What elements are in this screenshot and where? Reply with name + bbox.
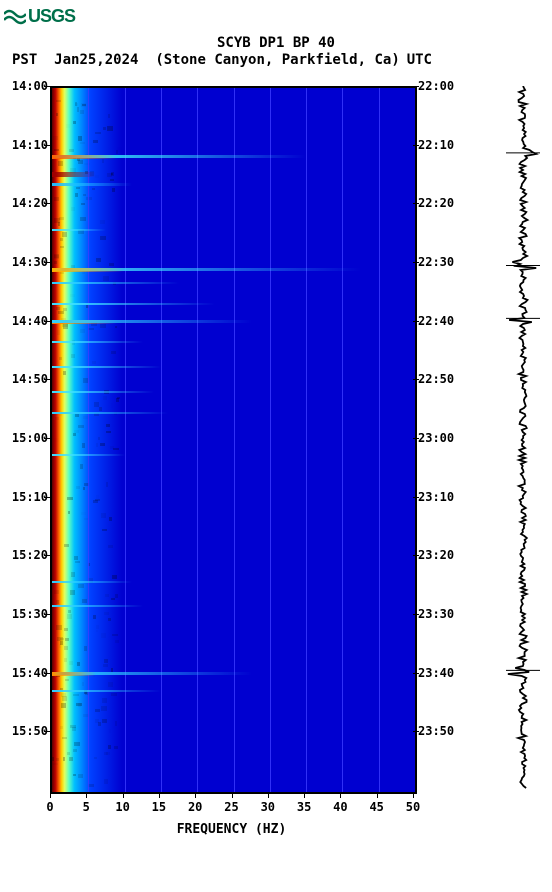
ytick-left: 14:30 bbox=[8, 255, 48, 269]
ytick-left: 15:00 bbox=[8, 431, 48, 445]
ytick-left: 15:20 bbox=[8, 548, 48, 562]
x-axis-label: FREQUENCY (HZ) bbox=[50, 822, 413, 837]
ytick-left: 14:10 bbox=[8, 138, 48, 152]
usgs-wave-icon bbox=[4, 8, 26, 26]
timezone-right-label: UTC bbox=[407, 52, 432, 68]
ytick-right: 22:30 bbox=[418, 255, 454, 269]
title-block: SCYB DP1 BP 40 bbox=[0, 34, 552, 52]
xtick-label: 0 bbox=[46, 800, 53, 814]
ytick-right: 23:30 bbox=[418, 607, 454, 621]
ytick-left: 14:40 bbox=[8, 314, 48, 328]
ytick-right: 23:10 bbox=[418, 490, 454, 504]
timezone-left-label: PST Jan25,2024 (Stone Canyon, Parkfield,… bbox=[12, 52, 400, 68]
xtick-label: 25 bbox=[224, 800, 238, 814]
ytick-right: 23:40 bbox=[418, 666, 454, 680]
spectrogram-plot bbox=[50, 86, 417, 794]
ytick-left: 15:40 bbox=[8, 666, 48, 680]
xtick-label: 35 bbox=[297, 800, 311, 814]
seismogram-trace bbox=[506, 86, 540, 790]
xtick-label: 15 bbox=[152, 800, 166, 814]
xtick-label: 50 bbox=[406, 800, 420, 814]
usgs-logo: USGS bbox=[4, 6, 75, 27]
ytick-right: 22:40 bbox=[418, 314, 454, 328]
ytick-left: 14:20 bbox=[8, 196, 48, 210]
ytick-left: 15:50 bbox=[8, 724, 48, 738]
xtick-label: 40 bbox=[333, 800, 347, 814]
ytick-right: 22:00 bbox=[418, 79, 454, 93]
seismogram-svg bbox=[506, 86, 540, 790]
x-axis-frequency: 05101520253035404550 bbox=[50, 792, 413, 822]
title-line1: SCYB DP1 BP 40 bbox=[0, 34, 552, 52]
xtick-label: 10 bbox=[115, 800, 129, 814]
ytick-right: 22:50 bbox=[418, 372, 454, 386]
ytick-left: 15:30 bbox=[8, 607, 48, 621]
logo-text: USGS bbox=[28, 6, 75, 27]
ytick-left: 15:10 bbox=[8, 490, 48, 504]
xtick-label: 45 bbox=[369, 800, 383, 814]
ytick-right: 23:20 bbox=[418, 548, 454, 562]
xtick-label: 30 bbox=[261, 800, 275, 814]
xtick-label: 5 bbox=[83, 800, 90, 814]
page-root: USGS SCYB DP1 BP 40 PST Jan25,2024 (Ston… bbox=[0, 0, 552, 892]
ytick-right: 23:50 bbox=[418, 724, 454, 738]
xtick-label: 20 bbox=[188, 800, 202, 814]
ytick-left: 14:50 bbox=[8, 372, 48, 386]
ytick-right: 23:00 bbox=[418, 431, 454, 445]
ytick-left: 14:00 bbox=[8, 79, 48, 93]
ytick-right: 22:20 bbox=[418, 196, 454, 210]
ytick-right: 22:10 bbox=[418, 138, 454, 152]
